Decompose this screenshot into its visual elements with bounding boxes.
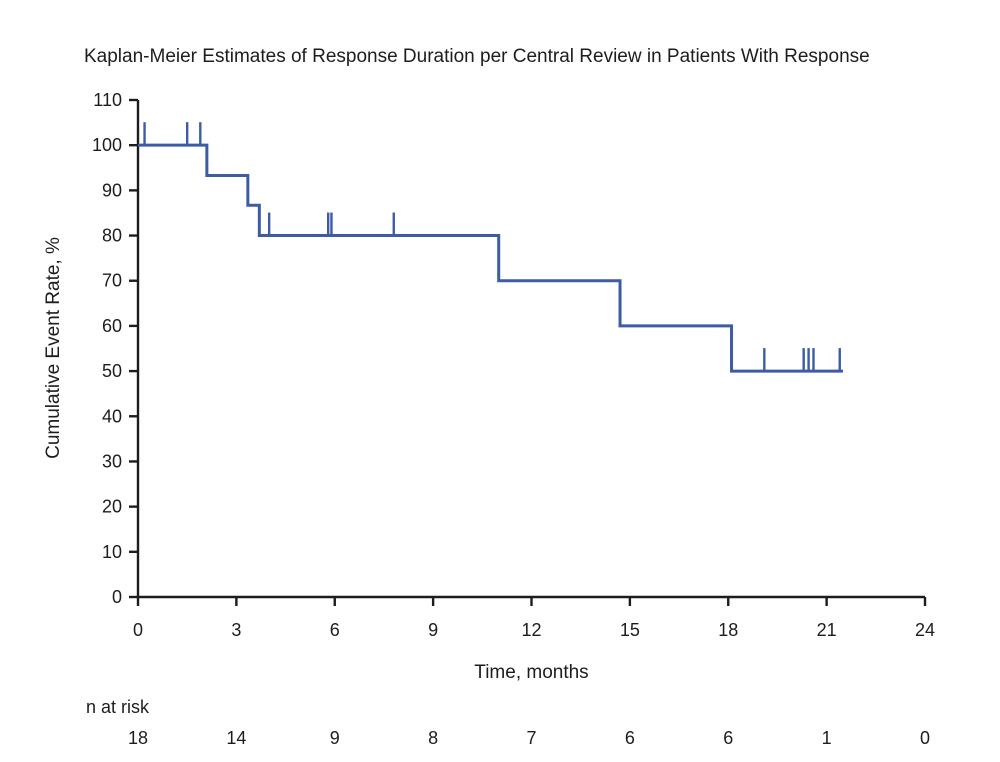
- risk-count: 0: [920, 728, 930, 748]
- risk-table-label: n at risk: [86, 697, 150, 717]
- y-tick-label: 0: [112, 587, 122, 607]
- x-tick-label: 0: [133, 620, 143, 640]
- x-tick-label: 18: [718, 620, 738, 640]
- x-tick-label: 12: [521, 620, 541, 640]
- x-tick-label: 15: [620, 620, 640, 640]
- y-tick-label: 100: [92, 135, 122, 155]
- y-tick-label: 60: [102, 316, 122, 336]
- x-tick-label: 24: [915, 620, 935, 640]
- risk-count: 1: [822, 728, 832, 748]
- risk-count: 14: [226, 728, 246, 748]
- x-tick-label: 9: [428, 620, 438, 640]
- y-tick-label: 30: [102, 451, 122, 471]
- y-tick-label: 90: [102, 180, 122, 200]
- risk-count: 6: [723, 728, 733, 748]
- km-curve: [138, 143, 844, 373]
- y-tick-label: 40: [102, 406, 122, 426]
- risk-count: 7: [526, 728, 536, 748]
- y-tick-label: 50: [102, 361, 122, 381]
- risk-count: 9: [330, 728, 340, 748]
- y-tick-label: 80: [102, 226, 122, 246]
- x-tick-label: 3: [231, 620, 241, 640]
- y-tick-label: 110: [93, 90, 122, 110]
- y-tick-label: 70: [102, 271, 122, 291]
- y-tick-label: 20: [102, 497, 122, 517]
- risk-count: 18: [128, 728, 148, 748]
- y-tick-label: 10: [102, 542, 122, 562]
- x-tick-label: 6: [330, 620, 340, 640]
- x-axis-label: Time, months: [474, 662, 589, 683]
- chart-title: Kaplan-Meier Estimates of Response Durat…: [84, 46, 870, 67]
- risk-count: 6: [625, 728, 635, 748]
- x-tick-label: 21: [817, 620, 837, 640]
- risk-count: 8: [428, 728, 438, 748]
